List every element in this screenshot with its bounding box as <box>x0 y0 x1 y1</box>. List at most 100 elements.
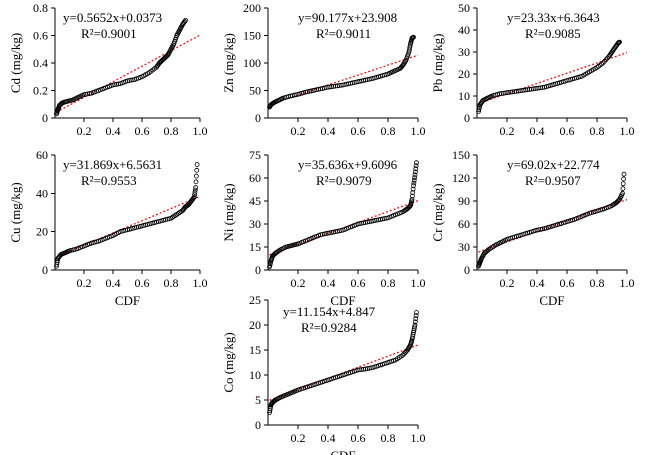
y-tick-label: 0.8 <box>33 1 48 15</box>
x-tick-label: 0.2 <box>77 124 92 138</box>
y-tick-label: 60 <box>458 217 470 231</box>
data-point <box>412 175 418 181</box>
y-tick-label: 60 <box>249 171 261 185</box>
y-tick-label: 0.4 <box>33 56 48 70</box>
data-point <box>621 171 627 177</box>
data-point <box>172 37 178 43</box>
x-tick-label: 0.2 <box>291 276 306 290</box>
data-point <box>409 197 415 202</box>
x-tick-label: 1.0 <box>620 276 635 290</box>
data-point <box>412 169 418 175</box>
x-tick-label: 0.6 <box>351 431 366 445</box>
y-tick-label: 40 <box>36 186 48 200</box>
x-tick-label: 0.4 <box>321 431 336 445</box>
data-point <box>412 322 418 328</box>
y-tick-label: 15 <box>249 240 261 254</box>
regression-equation: y=11.154x+4.847 <box>283 304 376 319</box>
y-tick-label: 10 <box>249 368 261 382</box>
y-tick-label: 30 <box>458 240 470 254</box>
y-tick-label: 25 <box>249 293 261 307</box>
data-point <box>193 179 199 185</box>
data-point <box>405 51 411 57</box>
x-axis-label: CDF <box>330 448 355 455</box>
x-tick-label: 0.6 <box>560 276 575 290</box>
y-tick-label: 0 <box>255 111 261 125</box>
data-point <box>413 163 419 169</box>
x-tick-label: 0.4 <box>530 124 545 138</box>
y-tick-label: 40 <box>458 23 470 37</box>
data-point <box>403 57 409 63</box>
panel-zn: 0 50 100 150 200 0.2 0.4 0.6 0.8 1.0 Zn (mg/kg) y=9… <box>221 1 426 138</box>
x-tick-label: 0.2 <box>500 276 515 290</box>
data-point <box>192 192 197 198</box>
r-squared: R²=0.9079 <box>316 173 372 188</box>
y-axis-label: Cd (mg/kg) <box>8 33 23 93</box>
regression-equation: y=31.869x+6.5631 <box>63 157 162 172</box>
y-tick-label: 90 <box>458 194 470 208</box>
y-tick-label: 15 <box>249 343 261 357</box>
y-tick-label: 0.6 <box>33 29 48 43</box>
y-axis-label: Pb (mg/kg) <box>430 34 445 93</box>
y-tick-label: 30 <box>458 45 470 59</box>
regression-equation: y=23.33x+6.3643 <box>507 10 600 25</box>
data-point <box>182 19 188 24</box>
x-tick-label: 0.8 <box>164 124 179 138</box>
y-tick-label: 50 <box>249 84 261 98</box>
x-tick-label: 1.0 <box>411 124 426 138</box>
r-squared: R²=0.9001 <box>81 26 137 41</box>
x-tick-label: 0.2 <box>77 276 92 290</box>
y-tick-label: 30 <box>249 217 261 231</box>
x-tick-label: 0.8 <box>590 276 605 290</box>
data-point <box>194 167 200 173</box>
data-point <box>55 258 60 263</box>
x-tick-label: 1.0 <box>193 124 208 138</box>
x-axis-label: CDF <box>330 293 355 308</box>
y-tick-label: 0 <box>255 418 261 432</box>
x-tick-label: 0.8 <box>381 431 396 445</box>
x-tick-label: 0.6 <box>560 124 575 138</box>
y-tick-label: 0.2 <box>33 84 48 98</box>
data-point <box>615 198 621 204</box>
data-point <box>413 166 419 172</box>
panel-cr: 0 30 60 90 120 150 0.2 0.4 0.6 0.8 1.0 Cr (mg/kg) CD… <box>430 148 635 308</box>
x-axis-label: CDF <box>115 293 140 308</box>
y-tick-label: 60 <box>36 148 48 162</box>
y-axis-label: Cr (mg/kg) <box>430 183 445 241</box>
data-point <box>414 160 419 166</box>
data-point <box>410 186 416 192</box>
x-axis-label: CDF <box>539 293 564 308</box>
data-point <box>405 53 410 59</box>
fit-line <box>478 52 628 105</box>
data-point <box>411 180 417 186</box>
data-point <box>413 316 419 322</box>
y-axis-label: Zn (mg/kg) <box>221 33 236 93</box>
x-tick-label: 0.2 <box>291 431 306 445</box>
data-point <box>407 43 413 49</box>
regression-equation: y=0.5652x+0.0373 <box>63 10 162 25</box>
data-point <box>621 176 627 182</box>
x-tick-label: 0.6 <box>351 276 366 290</box>
data-point <box>620 190 625 196</box>
data-point <box>171 41 177 47</box>
data-point <box>620 186 626 191</box>
regression-equation: y=69.02x+22.774 <box>507 157 600 172</box>
panel-cd: 0 0.2 0.4 0.6 0.8 0.2 0.4 0.6 0.8 1.0 Cd (mg/kg) y=… <box>8 1 208 138</box>
panel-ni: 0 15 30 45 60 75 0.2 0.4 0.6 0.8 1.0 Ni (mg/kg) CDF y… <box>221 148 426 308</box>
data-point <box>410 190 416 195</box>
x-tick-label: 0.2 <box>500 124 515 138</box>
y-tick-label: 0 <box>42 263 48 277</box>
panel-cu: 0 20 40 60 0.2 0.4 0.6 0.8 1.0 Cu (mg/kg) CDF y=31.… <box>8 148 208 308</box>
r-squared: R²=0.9085 <box>525 26 581 41</box>
y-axis-label: Co (mg/kg) <box>221 332 236 392</box>
data-point <box>412 324 418 330</box>
y-tick-label: 45 <box>249 194 261 208</box>
r-squared: R²=0.9011 <box>316 26 371 41</box>
y-tick-label: 100 <box>243 56 261 70</box>
data-point <box>194 162 200 167</box>
data-point <box>411 177 417 183</box>
y-axis-label: Ni (mg/kg) <box>221 183 236 241</box>
data-point <box>411 34 416 40</box>
y-tick-label: 200 <box>243 1 261 15</box>
data-point <box>409 193 415 199</box>
